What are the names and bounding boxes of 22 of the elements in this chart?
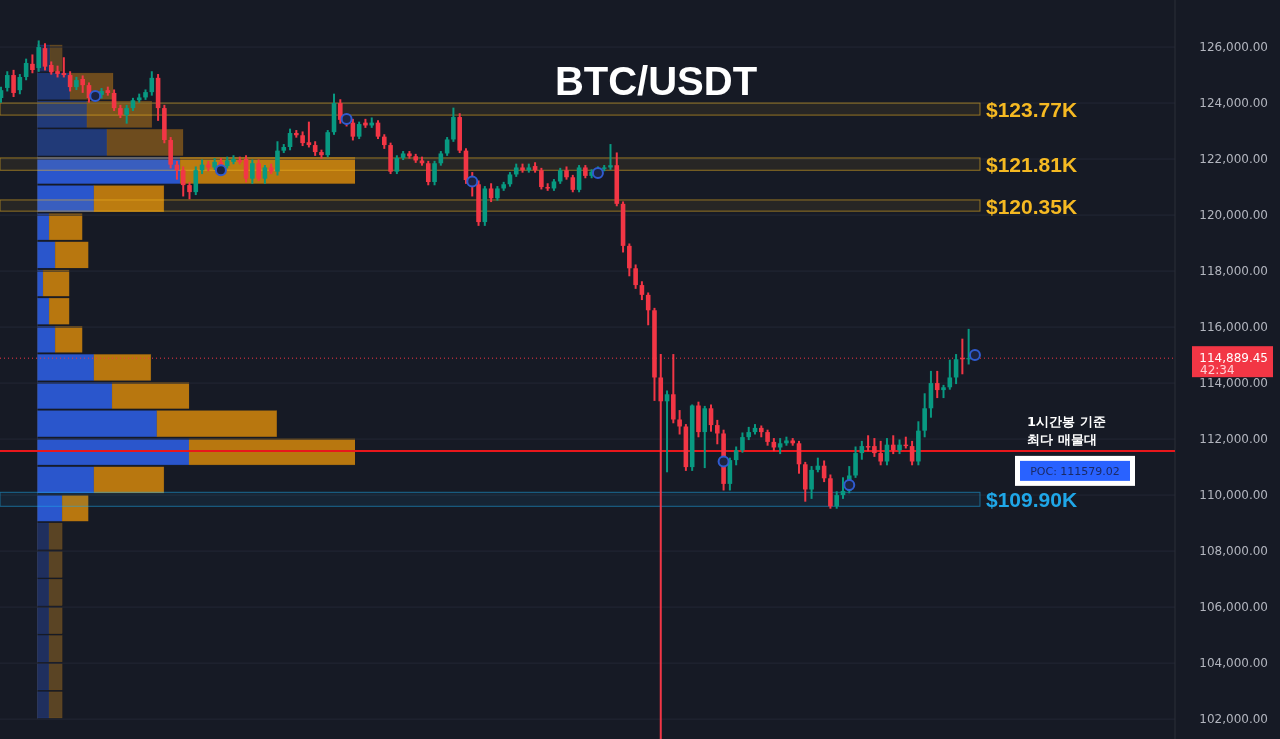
y-tick-label: 102,000.00 (1199, 712, 1268, 727)
text: 42:34 (1200, 363, 1235, 377)
ref-line-label: POC: 111579.02 (1030, 464, 1120, 478)
y-tick-label: 114,000.00 (1199, 376, 1268, 391)
band-label: $120.35K (986, 194, 1078, 218)
y-tick-label: 112,000.00 (1199, 432, 1268, 447)
y-tick-label: 126,000.00 (1199, 40, 1268, 55)
y-tick-label: 122,000.00 (1199, 152, 1268, 167)
annotation: 1시간봉 기준 최다 매물대 (1027, 414, 1106, 447)
y-tick-label: 124,000.00 (1199, 96, 1268, 111)
y-tick-label: 120,000.00 (1199, 208, 1268, 223)
band-label: $121.81K (986, 153, 1078, 177)
y-tick-label: 116,000.00 (1199, 320, 1268, 335)
y-tick-label: 118,000.00 (1199, 264, 1268, 279)
text: BTC/USDT (554, 59, 758, 103)
y-tick-label: 110,000.00 (1199, 488, 1268, 503)
ref-line-label: 114,889.45 (1199, 351, 1268, 366)
band-label: $109.90K (986, 488, 1078, 512)
y-tick-label: 108,000.00 (1199, 544, 1268, 559)
y-tick-label: 106,000.00 (1199, 600, 1268, 615)
band-label: $123.77K (986, 98, 1078, 122)
y-tick-label: 104,000.00 (1199, 656, 1268, 671)
